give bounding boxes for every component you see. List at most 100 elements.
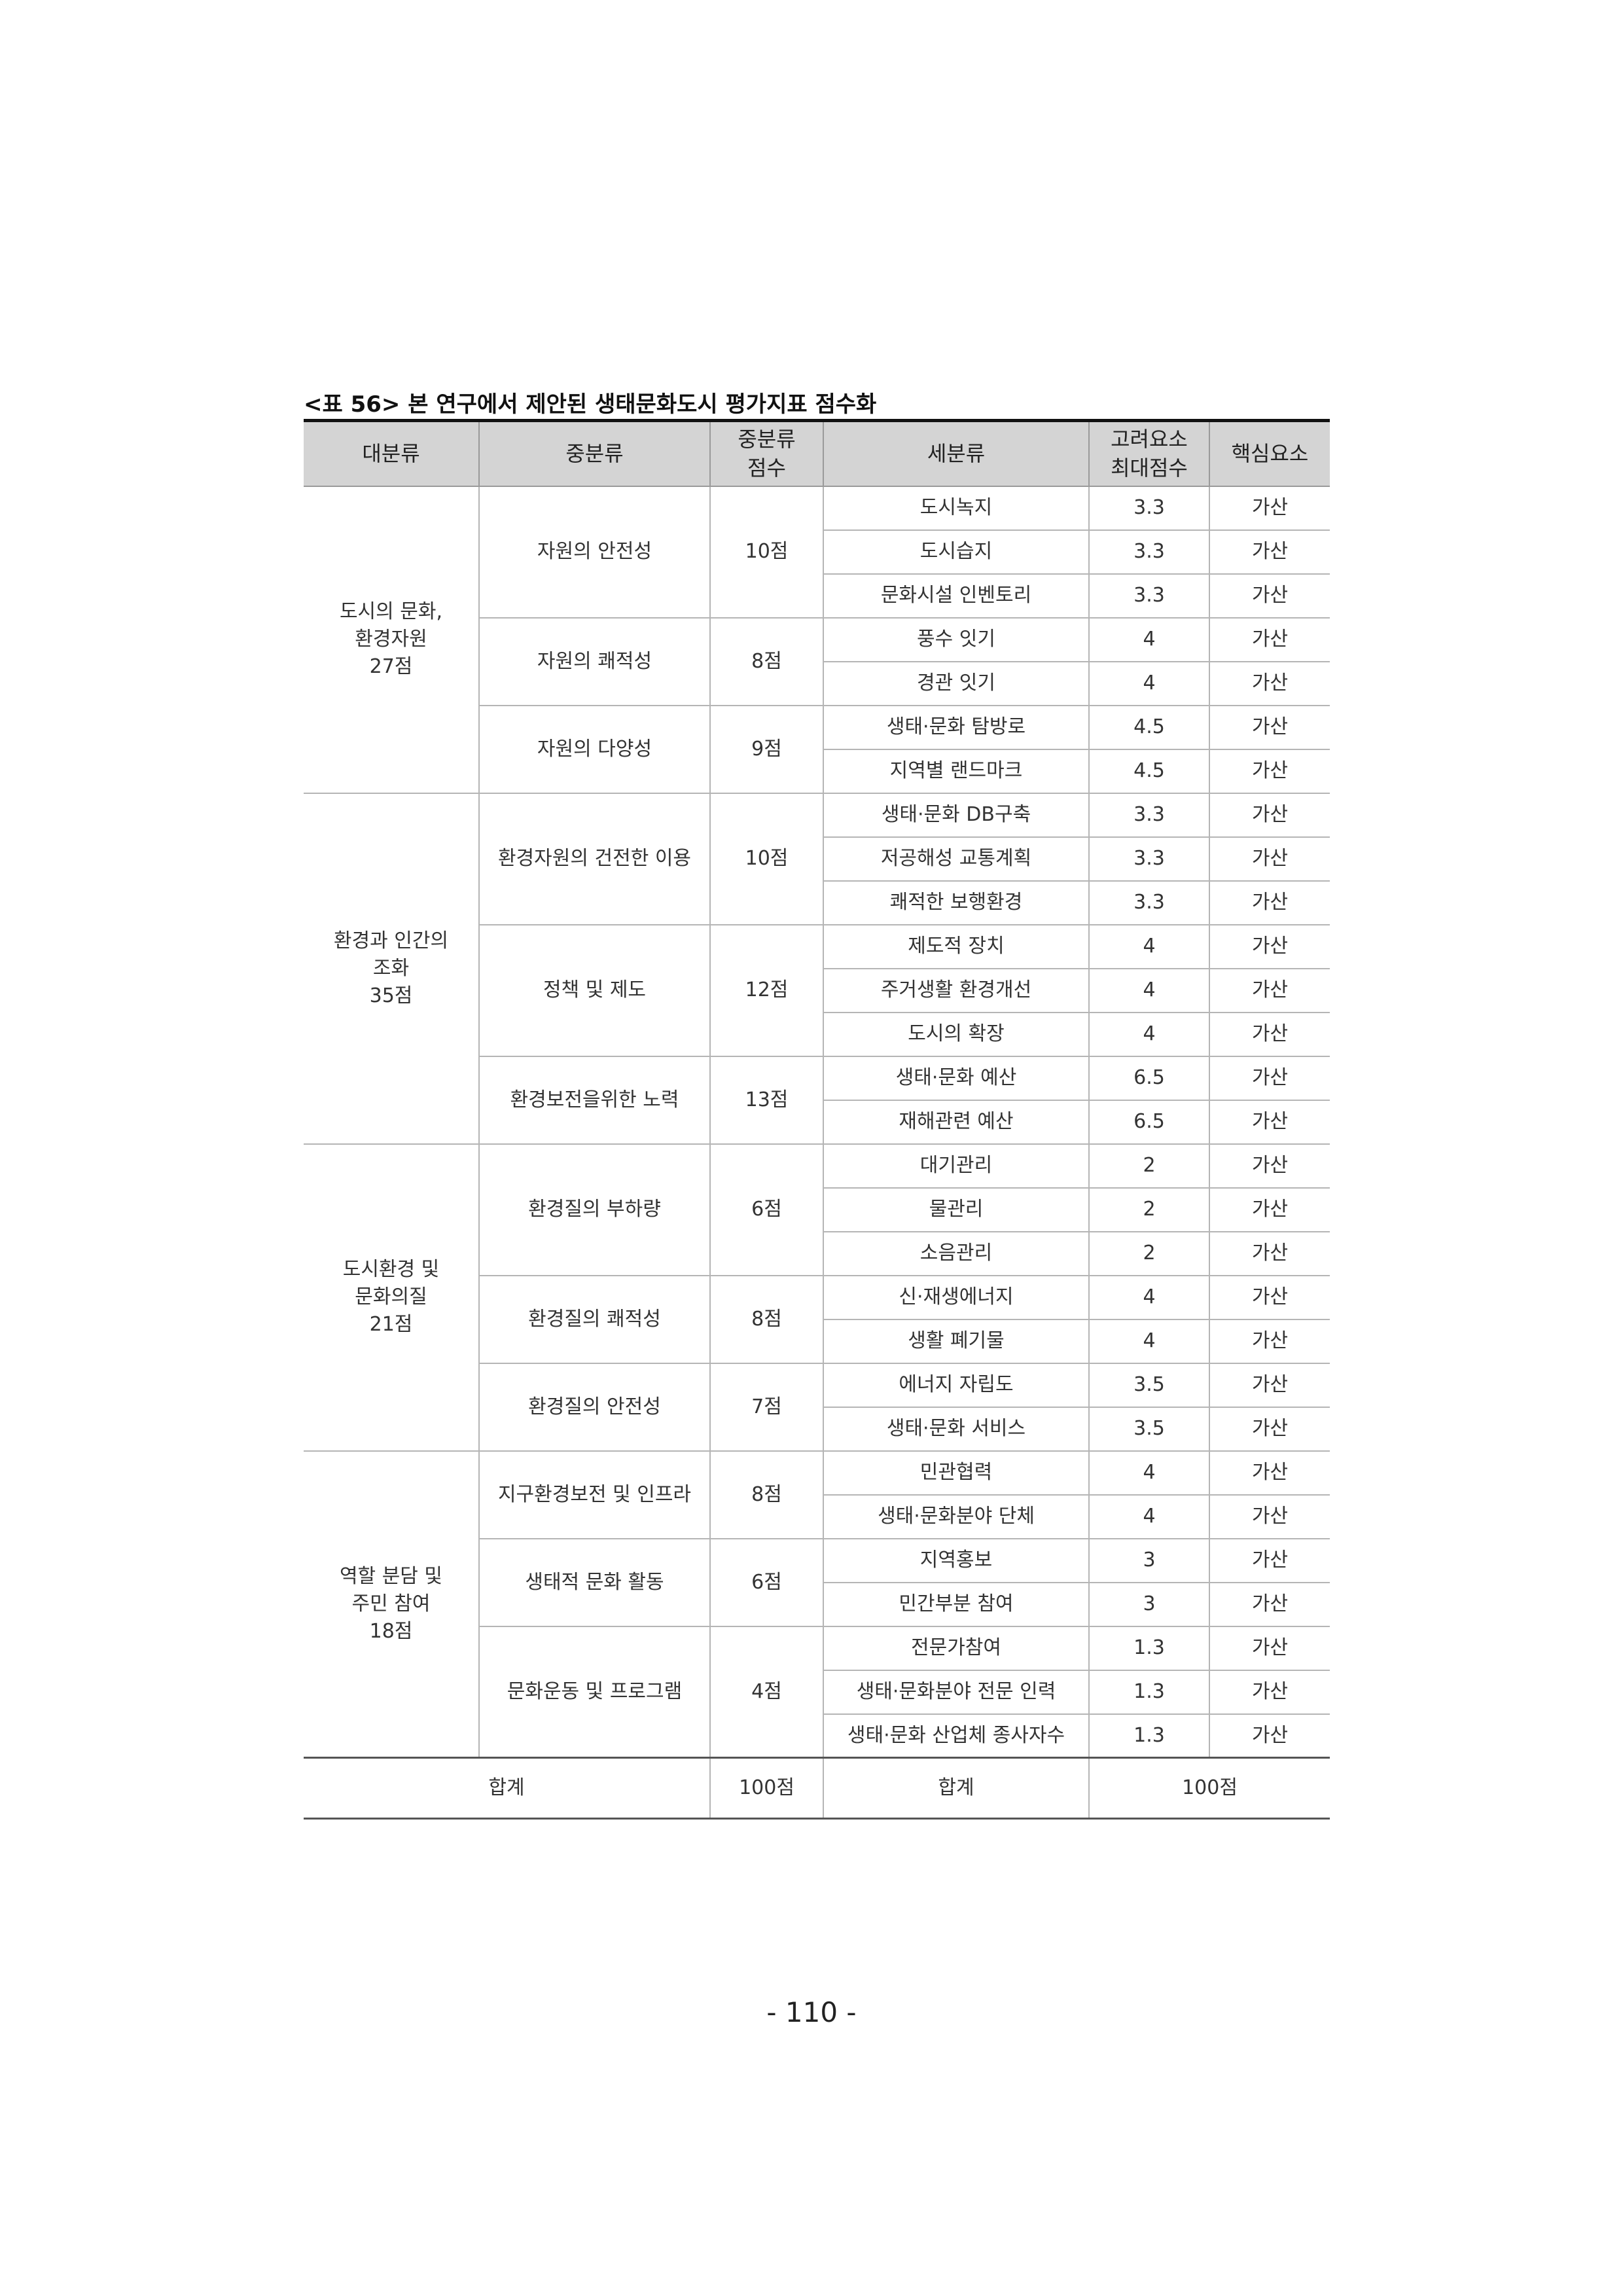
sub-category-cell: 민간부분 참여 [823, 1581, 1090, 1627]
header-max-score: 고려요소 최대점수 [1088, 419, 1210, 487]
max-score-cell: 4 [1088, 1011, 1210, 1057]
table-row: 생태·문화 산업체 종사자수 1.3 가산 [304, 1713, 1330, 1759]
table-row: 자원의 쾌적성 8점 풍수 잇기 4 가산 [304, 617, 1330, 706]
core-element-cell: 가산 [1209, 1274, 1330, 1320]
total-label-right: 합계 [823, 1757, 1090, 1820]
max-score-cell: 4 [1088, 924, 1210, 969]
max-score-cell: 3.3 [1088, 485, 1210, 531]
table-row: 물관리 2 가산 [304, 1187, 1330, 1232]
max-score-cell: 2 [1088, 1187, 1210, 1232]
mid-category-cell: 환경질의 부하량 [478, 1143, 711, 1276]
evaluation-score-table: 대분류 중분류 중분류 점수 세분류 고려요소 최대점수 핵심요소 도시의 문화… [304, 419, 1330, 1820]
table-row: 저공해성 교통계획 3.3 가산 [304, 836, 1330, 882]
sub-category-cell: 전문가참여 [823, 1625, 1090, 1671]
sub-category-cell: 저공해성 교통계획 [823, 836, 1090, 882]
sub-category-cell: 제도적 장치 [823, 924, 1090, 969]
table-row: 경관 잇기 4 가산 [304, 660, 1330, 706]
mid-score-cell: 6점 [709, 1143, 824, 1276]
core-element-cell: 가산 [1209, 1099, 1330, 1145]
table-row: 정책 및 제도 12점 제도적 장치 4 가산 [304, 924, 1330, 1057]
core-element-cell: 가산 [1209, 1055, 1330, 1101]
total-label-left: 합계 [304, 1757, 711, 1820]
table-row: 환경과 인간의 조화 35점 환경자원의 건전한 이용 10점 생태·문화 DB구축 3… [304, 792, 1330, 1145]
core-element-cell: 가산 [1209, 529, 1330, 575]
mid-score-cell: 10점 [709, 485, 824, 619]
max-score-cell: 4 [1088, 1450, 1210, 1496]
sub-category-cell: 민관협력 [823, 1450, 1090, 1496]
table-row: 쾌적한 보행환경 3.3 가산 [304, 880, 1330, 925]
max-score-cell: 3.5 [1088, 1362, 1210, 1408]
table-row: 도시습지 3.3 가산 [304, 529, 1330, 575]
max-score-cell: 4 [1088, 660, 1210, 706]
table-row: 민간부분 참여 3 가산 [304, 1581, 1330, 1627]
sub-category-cell: 지역홍보 [823, 1537, 1090, 1583]
table-row: 도시환경 및 문화의질 21점 환경질의 부하량 6점 대기관리 2 가산 [304, 1143, 1330, 1452]
major-category-cell: 환경과 인간의 조화 35점 [304, 792, 480, 1145]
sub-category-cell: 경관 잇기 [823, 660, 1090, 706]
sub-category-cell: 물관리 [823, 1187, 1090, 1232]
mid-category-cell: 자원의 쾌적성 [478, 617, 711, 706]
core-element-cell: 가산 [1209, 792, 1330, 838]
sub-category-cell: 풍수 잇기 [823, 617, 1090, 662]
max-score-cell: 3.5 [1088, 1406, 1210, 1452]
table-row: 지역별 랜드마크 4.5 가산 [304, 748, 1330, 794]
mid-score-cell: 13점 [709, 1055, 824, 1145]
table-row: 생태·문화분야 전문 인력 1.3 가산 [304, 1669, 1330, 1715]
sub-category-cell: 생태·문화 예산 [823, 1055, 1090, 1101]
mid-category-cell: 자원의 다양성 [478, 704, 711, 794]
core-element-cell: 가산 [1209, 1318, 1330, 1364]
table-row: 소음관리 2 가산 [304, 1230, 1330, 1276]
max-score-cell: 1.3 [1088, 1713, 1210, 1759]
core-element-cell: 가산 [1209, 573, 1330, 619]
mid-score-cell: 6점 [709, 1537, 824, 1627]
total-score-right: 100점 [1088, 1757, 1330, 1820]
max-score-cell: 3.3 [1088, 836, 1210, 882]
mid-category-cell: 지구환경보전 및 인프라 [478, 1450, 711, 1539]
mid-category-cell: 환경보전을위한 노력 [478, 1055, 711, 1145]
mid-score-cell: 8점 [709, 1274, 824, 1364]
max-score-cell: 3.3 [1088, 529, 1210, 575]
core-element-cell: 가산 [1209, 1187, 1330, 1232]
header-major: 대분류 [304, 419, 480, 487]
core-element-cell: 가산 [1209, 660, 1330, 706]
core-element-cell: 가산 [1209, 1362, 1330, 1408]
total-row: 합계 100점 합계 100점 [304, 1757, 1330, 1820]
table-header-row: 대분류 중분류 중분류 점수 세분류 고려요소 최대점수 핵심요소 [304, 419, 1330, 487]
mid-category-cell: 문화운동 및 프로그램 [478, 1625, 711, 1759]
mid-score-cell: 12점 [709, 924, 824, 1057]
core-element-cell: 가산 [1209, 967, 1330, 1013]
max-score-cell: 1.3 [1088, 1625, 1210, 1671]
max-score-cell: 4.5 [1088, 704, 1210, 750]
mid-score-cell: 8점 [709, 1450, 824, 1539]
max-score-cell: 4 [1088, 617, 1210, 662]
core-element-cell: 가산 [1209, 1713, 1330, 1759]
max-score-cell: 6.5 [1088, 1055, 1210, 1101]
table-row: 생태적 문화 활동 6점 지역홍보 3 가산 [304, 1537, 1330, 1627]
core-element-cell: 가산 [1209, 617, 1330, 662]
core-element-cell: 가산 [1209, 1537, 1330, 1583]
header-mid-score: 중분류 점수 [709, 419, 824, 487]
max-score-cell: 1.3 [1088, 1669, 1210, 1715]
core-element-cell: 가산 [1209, 1143, 1330, 1189]
sub-category-cell: 주거생활 환경개선 [823, 967, 1090, 1013]
core-element-cell: 가산 [1209, 1450, 1330, 1496]
max-score-cell: 3.3 [1088, 573, 1210, 619]
core-element-cell: 가산 [1209, 1494, 1330, 1539]
mid-category-cell: 자원의 안전성 [478, 485, 711, 619]
table-row: 생태·문화 서비스 3.5 가산 [304, 1406, 1330, 1452]
core-element-cell: 가산 [1209, 1011, 1330, 1057]
core-element-cell: 가산 [1209, 1625, 1330, 1671]
table-row: 환경질의 쾌적성 8점 신·재생에너지 4 가산 [304, 1274, 1330, 1364]
core-element-cell: 가산 [1209, 485, 1330, 531]
table-row: 환경보전을위한 노력 13점 생태·문화 예산 6.5 가산 [304, 1055, 1330, 1145]
table-caption: <표 56> 본 연구에서 제안된 생태문화도시 평가지표 점수화 [304, 391, 877, 418]
max-score-cell: 4.5 [1088, 748, 1210, 794]
mid-category-cell: 생태적 문화 활동 [478, 1537, 711, 1627]
sub-category-cell: 지역별 랜드마크 [823, 748, 1090, 794]
sub-category-cell: 소음관리 [823, 1230, 1090, 1276]
table-row: 생태·문화분야 단체 4 가산 [304, 1494, 1330, 1539]
max-score-cell: 4 [1088, 1318, 1210, 1364]
sub-category-cell: 문화시설 인벤토리 [823, 573, 1090, 619]
table-row: 생활 폐기물 4 가산 [304, 1318, 1330, 1364]
table-row: 환경질의 안전성 7점 에너지 자립도 3.5 가산 [304, 1362, 1330, 1452]
